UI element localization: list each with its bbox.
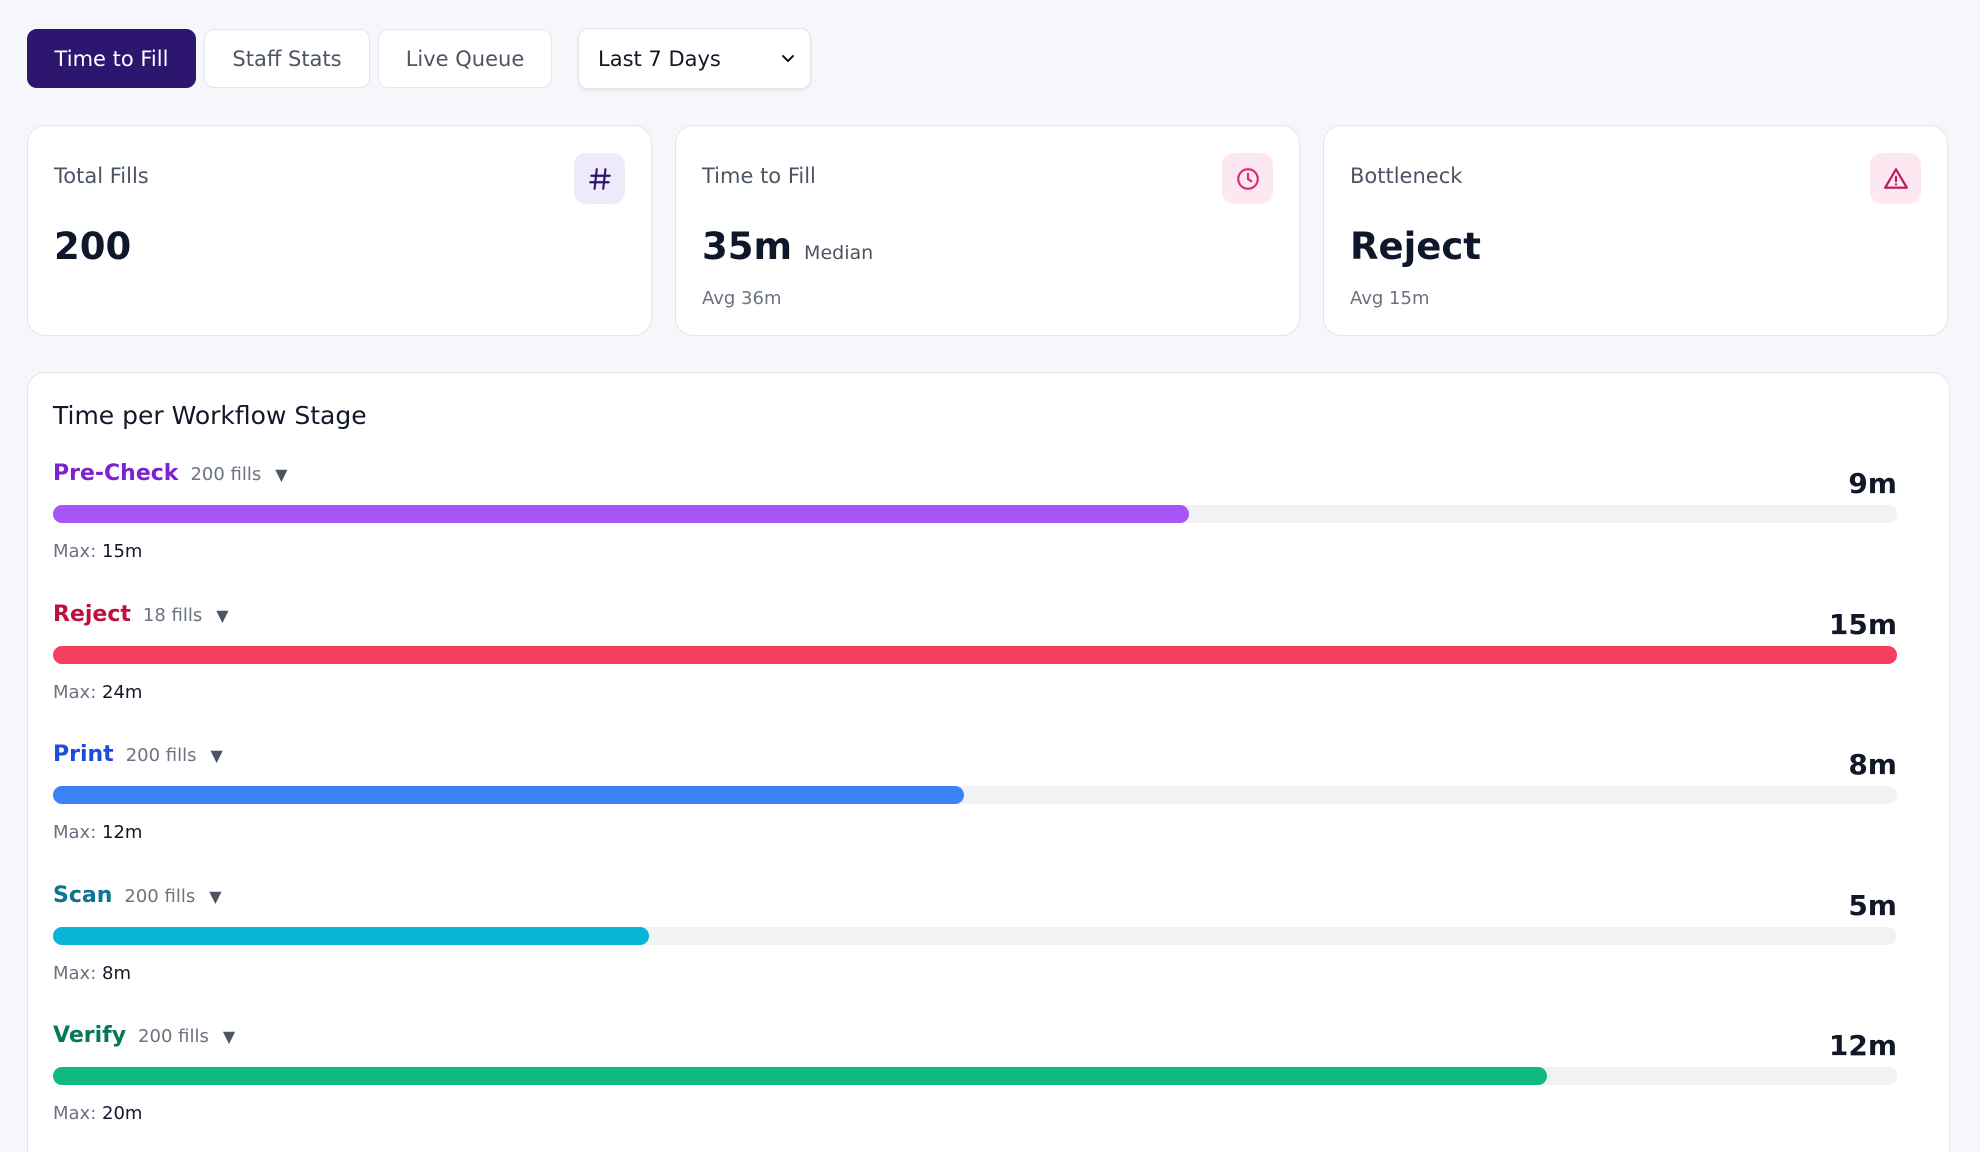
- stage-time: 8m: [1848, 748, 1897, 781]
- bottleneck-value: Reject: [1350, 225, 1481, 268]
- tab-time-to-fill[interactable]: Time to Fill: [27, 29, 196, 88]
- stage-scan: Scan 200 fills ▼ 5m Max: 8m: [53, 883, 1897, 1003]
- stage-progress-track: [53, 1067, 1897, 1085]
- total-fills-value: 200: [54, 225, 132, 268]
- stage-progress-track: [53, 927, 1897, 945]
- expand-caret-icon[interactable]: ▼: [210, 746, 223, 765]
- stage-fills-count: 200 fills: [138, 1026, 209, 1047]
- stage-name: Verify: [53, 1023, 127, 1048]
- stage-max: Max: 15m: [53, 541, 142, 562]
- bottleneck-average: Avg 15m: [1350, 288, 1430, 309]
- expand-caret-icon[interactable]: ▼: [216, 606, 229, 625]
- stage-print: Print 200 fills ▼ 8m Max: 12m: [53, 742, 1897, 862]
- card-label: Total Fills: [54, 164, 149, 188]
- alert-triangle-icon: [1870, 153, 1921, 204]
- time-to-fill-average: Avg 36m: [702, 288, 782, 309]
- date-range-value: Last 7 Days: [598, 46, 721, 71]
- panel-title: Time per Workflow Stage: [53, 401, 367, 430]
- stage-time: 9m: [1848, 467, 1897, 500]
- stage-progress-track: [53, 646, 1897, 664]
- stage-fills-count: 200 fills: [125, 745, 197, 766]
- max-value: 15m: [102, 541, 143, 562]
- time-to-fill-suffix: Median: [804, 242, 874, 264]
- stage-progress-fill: [53, 646, 1897, 664]
- max-value: 24m: [102, 682, 143, 703]
- stage-name: Print: [53, 742, 114, 767]
- expand-caret-icon[interactable]: ▼: [209, 887, 222, 906]
- expand-caret-icon[interactable]: ▼: [275, 465, 288, 484]
- max-label: Max:: [53, 822, 97, 843]
- card-label: Bottleneck: [1350, 164, 1463, 188]
- stage-pre-check: Pre-Check 200 fills ▼ 9m Max: 15m: [53, 461, 1897, 581]
- stage-progress-fill: [53, 786, 964, 804]
- stage-max: Max: 8m: [53, 963, 131, 984]
- total-fills-card: Total Fills 200: [27, 125, 652, 336]
- stage-header: Print 200 fills ▼: [53, 742, 223, 767]
- time-to-fill-value: 35m: [702, 225, 793, 268]
- time-to-fill-card: Time to Fill 35m Median Avg 36m: [675, 125, 1300, 336]
- stage-header: Verify 200 fills ▼: [53, 1023, 235, 1048]
- stage-name: Pre-Check: [53, 461, 179, 486]
- stage-max: Max: 12m: [53, 822, 142, 843]
- time-to-fill-value-row: 35m Median: [702, 228, 873, 265]
- bottleneck-card: Bottleneck Reject Avg 15m: [1323, 125, 1948, 336]
- stage-time: 15m: [1828, 608, 1897, 641]
- chevron-down-icon: [780, 47, 796, 71]
- stage-progress-fill: [53, 927, 649, 945]
- stage-header: Scan 200 fills ▼: [53, 883, 222, 908]
- stage-progress-fill: [53, 505, 1189, 523]
- max-value: 8m: [102, 963, 132, 984]
- max-label: Max:: [53, 963, 97, 984]
- stage-fills-count: 18 fills: [142, 605, 203, 626]
- stage-header: Reject 18 fills ▼: [53, 602, 229, 627]
- stage-max: Max: 24m: [53, 682, 142, 703]
- max-label: Max:: [53, 1103, 97, 1124]
- stage-fills-count: 200 fills: [190, 464, 262, 485]
- hash-icon: [574, 153, 625, 204]
- expand-caret-icon[interactable]: ▼: [222, 1027, 236, 1046]
- max-label: Max:: [53, 682, 97, 703]
- tab-staff-stats[interactable]: Staff Stats: [204, 29, 370, 88]
- workflow-stages-panel: Time per Workflow Stage Pre-Check 200 fi…: [27, 372, 1950, 1152]
- stage-time: 5m: [1848, 889, 1897, 922]
- stage-name: Reject: [53, 602, 131, 627]
- stage-name: Scan: [53, 883, 113, 908]
- stage-header: Pre-Check 200 fills ▼: [53, 461, 288, 486]
- max-value: 20m: [102, 1103, 143, 1124]
- date-range-select[interactable]: Last 7 Days: [578, 28, 811, 89]
- card-label: Time to Fill: [702, 164, 816, 188]
- max-value: 12m: [102, 822, 143, 843]
- stage-time: 12m: [1828, 1029, 1897, 1062]
- stage-progress-track: [53, 505, 1897, 523]
- top-controls: Time to Fill Staff Stats Live Queue Last…: [27, 28, 811, 89]
- stage-verify: Verify 200 fills ▼ 12m Max: 20m: [53, 1023, 1897, 1143]
- clock-icon: [1222, 153, 1273, 204]
- stage-max: Max: 20m: [53, 1103, 142, 1124]
- max-label: Max:: [53, 541, 97, 562]
- stage-progress-track: [53, 786, 1897, 804]
- stage-fills-count: 200 fills: [124, 886, 196, 907]
- stage-progress-fill: [53, 1067, 1547, 1085]
- tab-live-queue[interactable]: Live Queue: [378, 29, 552, 88]
- stage-reject: Reject 18 fills ▼ 15m Max: 24m: [53, 602, 1897, 722]
